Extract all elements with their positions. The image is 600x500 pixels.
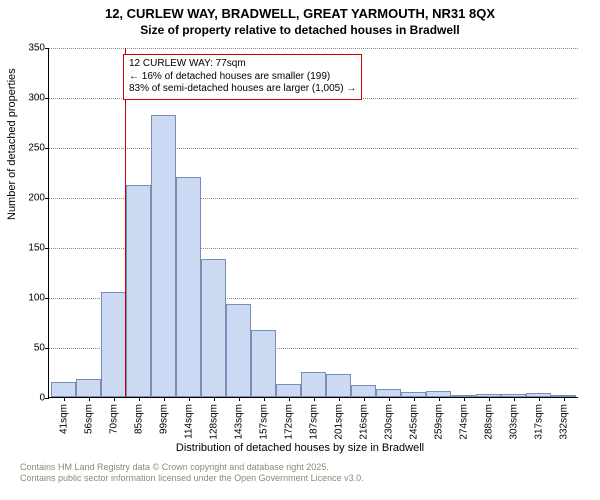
histogram-bar — [376, 389, 401, 397]
xtick-label: 187sqm — [308, 404, 319, 440]
xtick-label: 216sqm — [358, 404, 369, 440]
xtick-mark — [189, 397, 190, 401]
grid-line — [49, 148, 578, 149]
ytick-label: 300 — [17, 93, 45, 104]
ytick-label: 50 — [17, 343, 45, 354]
ytick-label: 200 — [17, 193, 45, 204]
ytick-label: 350 — [17, 43, 45, 54]
xtick-mark — [539, 397, 540, 401]
xtick-mark — [364, 397, 365, 401]
xtick-mark — [289, 397, 290, 401]
footer-line: Contains HM Land Registry data © Crown c… — [20, 462, 364, 473]
histogram-bar — [276, 384, 301, 397]
ytick-label: 250 — [17, 143, 45, 154]
chart-subtitle: Size of property relative to detached ho… — [0, 23, 600, 41]
histogram-bar — [326, 374, 351, 397]
xtick-label: 317sqm — [533, 404, 544, 440]
annotation-box: 12 CURLEW WAY: 77sqm← 16% of detached ho… — [123, 54, 362, 100]
xtick-label: 172sqm — [283, 404, 294, 440]
histogram-bar — [76, 379, 101, 397]
x-axis-label: Distribution of detached houses by size … — [0, 442, 600, 454]
xtick-label: 99sqm — [158, 404, 169, 434]
xtick-label: 259sqm — [433, 404, 444, 440]
footer-line: Contains public sector information licen… — [20, 473, 364, 484]
xtick-mark — [239, 397, 240, 401]
histogram-bar — [251, 330, 276, 397]
xtick-mark — [139, 397, 140, 401]
ytick-label: 100 — [17, 293, 45, 304]
histogram-bar — [176, 177, 201, 397]
xtick-label: 201sqm — [333, 404, 344, 440]
xtick-mark — [464, 397, 465, 401]
xtick-mark — [339, 397, 340, 401]
ytick-mark — [45, 48, 49, 49]
ytick-mark — [45, 248, 49, 249]
xtick-mark — [514, 397, 515, 401]
chart-container: 12, CURLEW WAY, BRADWELL, GREAT YARMOUTH… — [0, 0, 600, 500]
xtick-label: 274sqm — [458, 404, 469, 440]
xtick-label: 85sqm — [133, 404, 144, 434]
xtick-label: 114sqm — [183, 404, 194, 439]
xtick-label: 157sqm — [258, 404, 269, 440]
histogram-bar — [126, 185, 151, 397]
xtick-mark — [389, 397, 390, 401]
xtick-mark — [214, 397, 215, 401]
xtick-label: 230sqm — [383, 404, 394, 440]
ytick-mark — [45, 348, 49, 349]
xtick-label: 332sqm — [558, 404, 569, 440]
ytick-label: 0 — [17, 393, 45, 404]
ytick-mark — [45, 148, 49, 149]
xtick-mark — [64, 397, 65, 401]
grid-line — [49, 48, 578, 49]
plot: 05010015020025030035041sqm56sqm70sqm85sq… — [48, 48, 578, 398]
xtick-mark — [439, 397, 440, 401]
xtick-mark — [164, 397, 165, 401]
annotation-line: 12 CURLEW WAY: 77sqm — [129, 58, 356, 71]
xtick-mark — [489, 397, 490, 401]
xtick-mark — [414, 397, 415, 401]
xtick-mark — [89, 397, 90, 401]
xtick-label: 288sqm — [483, 404, 494, 440]
annotation-line: ← 16% of detached houses are smaller (19… — [129, 71, 356, 84]
ytick-mark — [45, 98, 49, 99]
reference-line — [125, 48, 126, 397]
xtick-label: 303sqm — [508, 404, 519, 440]
annotation-line: 83% of semi-detached houses are larger (… — [129, 83, 356, 96]
xtick-mark — [114, 397, 115, 401]
histogram-bar — [226, 304, 251, 397]
ytick-mark — [45, 198, 49, 199]
xtick-label: 128sqm — [208, 404, 219, 440]
xtick-label: 56sqm — [83, 404, 94, 434]
histogram-bar — [351, 385, 376, 397]
footer-attribution: Contains HM Land Registry data © Crown c… — [20, 462, 364, 485]
histogram-bar — [301, 372, 326, 397]
xtick-mark — [264, 397, 265, 401]
xtick-mark — [564, 397, 565, 401]
xtick-label: 143sqm — [233, 404, 244, 440]
histogram-bar — [201, 259, 226, 397]
xtick-label: 41sqm — [58, 404, 69, 434]
xtick-label: 245sqm — [408, 404, 419, 440]
ytick-mark — [45, 298, 49, 299]
ytick-label: 150 — [17, 243, 45, 254]
xtick-label: 70sqm — [108, 404, 119, 434]
histogram-bar — [101, 292, 126, 397]
ytick-mark — [45, 398, 49, 399]
histogram-bar — [151, 115, 176, 397]
plot-area: 05010015020025030035041sqm56sqm70sqm85sq… — [48, 48, 578, 398]
histogram-bar — [51, 382, 76, 397]
xtick-mark — [314, 397, 315, 401]
chart-title: 12, CURLEW WAY, BRADWELL, GREAT YARMOUTH… — [0, 0, 600, 23]
